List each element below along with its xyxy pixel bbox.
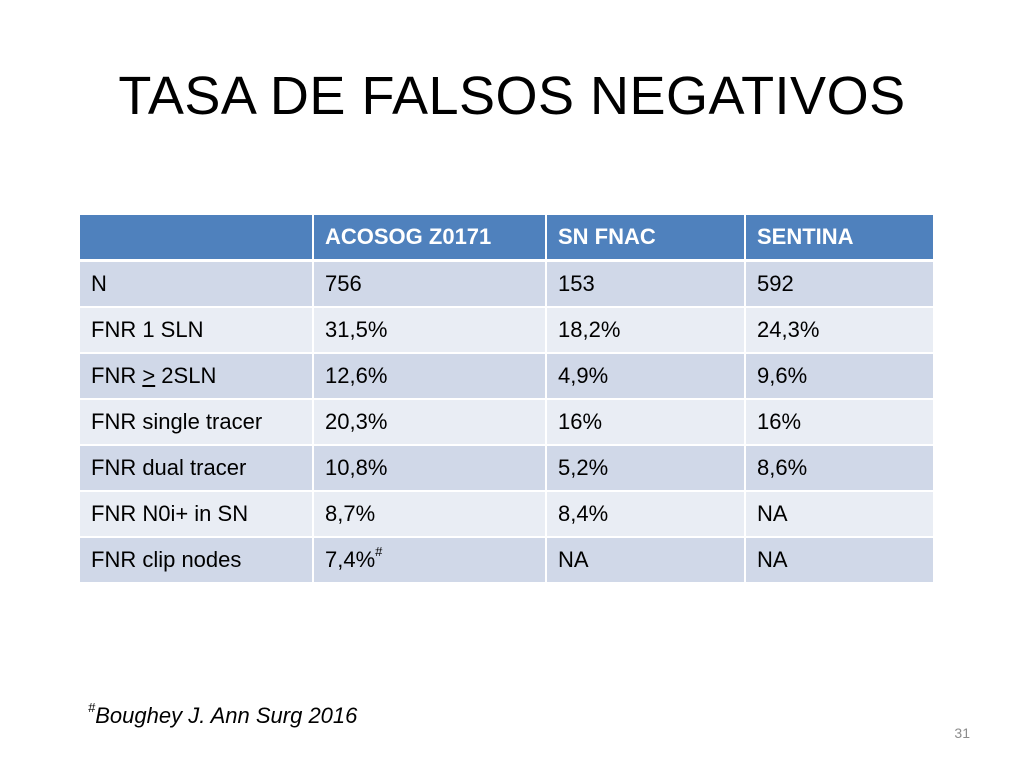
table-cell: NA xyxy=(745,491,933,538)
footnote-text: Boughey J. Ann Surg 2016 xyxy=(95,703,358,728)
row-label-suffix: 2SLN xyxy=(155,363,217,388)
table-cell: 18,2% xyxy=(546,307,746,354)
row-label: FNR > 2SLN xyxy=(80,353,314,400)
row-label: FNR single tracer xyxy=(80,399,314,446)
footnote-marker: # xyxy=(88,700,96,715)
table-cell: 10,8% xyxy=(313,445,547,492)
table-header-row: ACOSOG Z0171 SN FNAC SENTINA xyxy=(80,215,933,262)
table-cell: NA xyxy=(745,537,933,584)
table-cell: NA xyxy=(546,537,746,584)
table-cell: 24,3% xyxy=(745,307,933,354)
reference-footnote: #Boughey J. Ann Surg 2016 xyxy=(88,700,358,729)
header-cell-sentina: SENTINA xyxy=(745,215,933,262)
header-cell-acosog: ACOSOG Z0171 xyxy=(313,215,547,262)
table-cell: 4,9% xyxy=(546,353,746,400)
table-row: FNR clip nodes 7,4%# NA NA xyxy=(80,537,933,584)
table-cell: 5,2% xyxy=(546,445,746,492)
table-cell: 8,6% xyxy=(745,445,933,492)
row-label-gte-symbol: > xyxy=(142,363,156,388)
table-cell: 7,4%# xyxy=(313,537,547,584)
table-row: FNR single tracer 20,3% 16% 16% xyxy=(80,399,933,446)
table-cell: 8,4% xyxy=(546,491,746,538)
table-cell: 20,3% xyxy=(313,399,547,446)
row-label: FNR dual tracer xyxy=(80,445,314,492)
table-cell: 12,6% xyxy=(313,353,547,400)
row-label: FNR clip nodes xyxy=(80,537,314,584)
header-cell-sn-fnac: SN FNAC xyxy=(546,215,746,262)
table-cell: 9,6% xyxy=(745,353,933,400)
row-label: N xyxy=(80,260,314,308)
table-cell: 16% xyxy=(745,399,933,446)
table-row: FNR > 2SLN 12,6% 4,9% 9,6% xyxy=(80,353,933,400)
table-cell: 756 xyxy=(313,260,547,308)
table-row: FNR 1 SLN 31,5% 18,2% 24,3% xyxy=(80,307,933,354)
table-cell: 8,7% xyxy=(313,491,547,538)
row-label: FNR 1 SLN xyxy=(80,307,314,354)
table-row: N 756 153 592 xyxy=(80,260,933,308)
table-cell: 16% xyxy=(546,399,746,446)
row-label: FNR N0i+ in SN xyxy=(80,491,314,538)
table-cell: 153 xyxy=(546,260,746,308)
slide-title: TASA DE FALSOS NEGATIVOS xyxy=(118,66,906,126)
footnote-marker: # xyxy=(375,544,383,559)
page-number: 31 xyxy=(954,725,970,741)
table-row: FNR dual tracer 10,8% 5,2% 8,6% xyxy=(80,445,933,492)
table-cell: 31,5% xyxy=(313,307,547,354)
header-cell-empty xyxy=(80,215,314,262)
table-cell: 592 xyxy=(745,260,933,308)
cell-value: 7,4% xyxy=(325,547,376,572)
fnr-comparison-table: ACOSOG Z0171 SN FNAC SENTINA N 756 153 5… xyxy=(80,215,933,584)
table-row: FNR N0i+ in SN 8,7% 8,4% NA xyxy=(80,491,933,538)
row-label-prefix: FNR xyxy=(91,363,143,388)
